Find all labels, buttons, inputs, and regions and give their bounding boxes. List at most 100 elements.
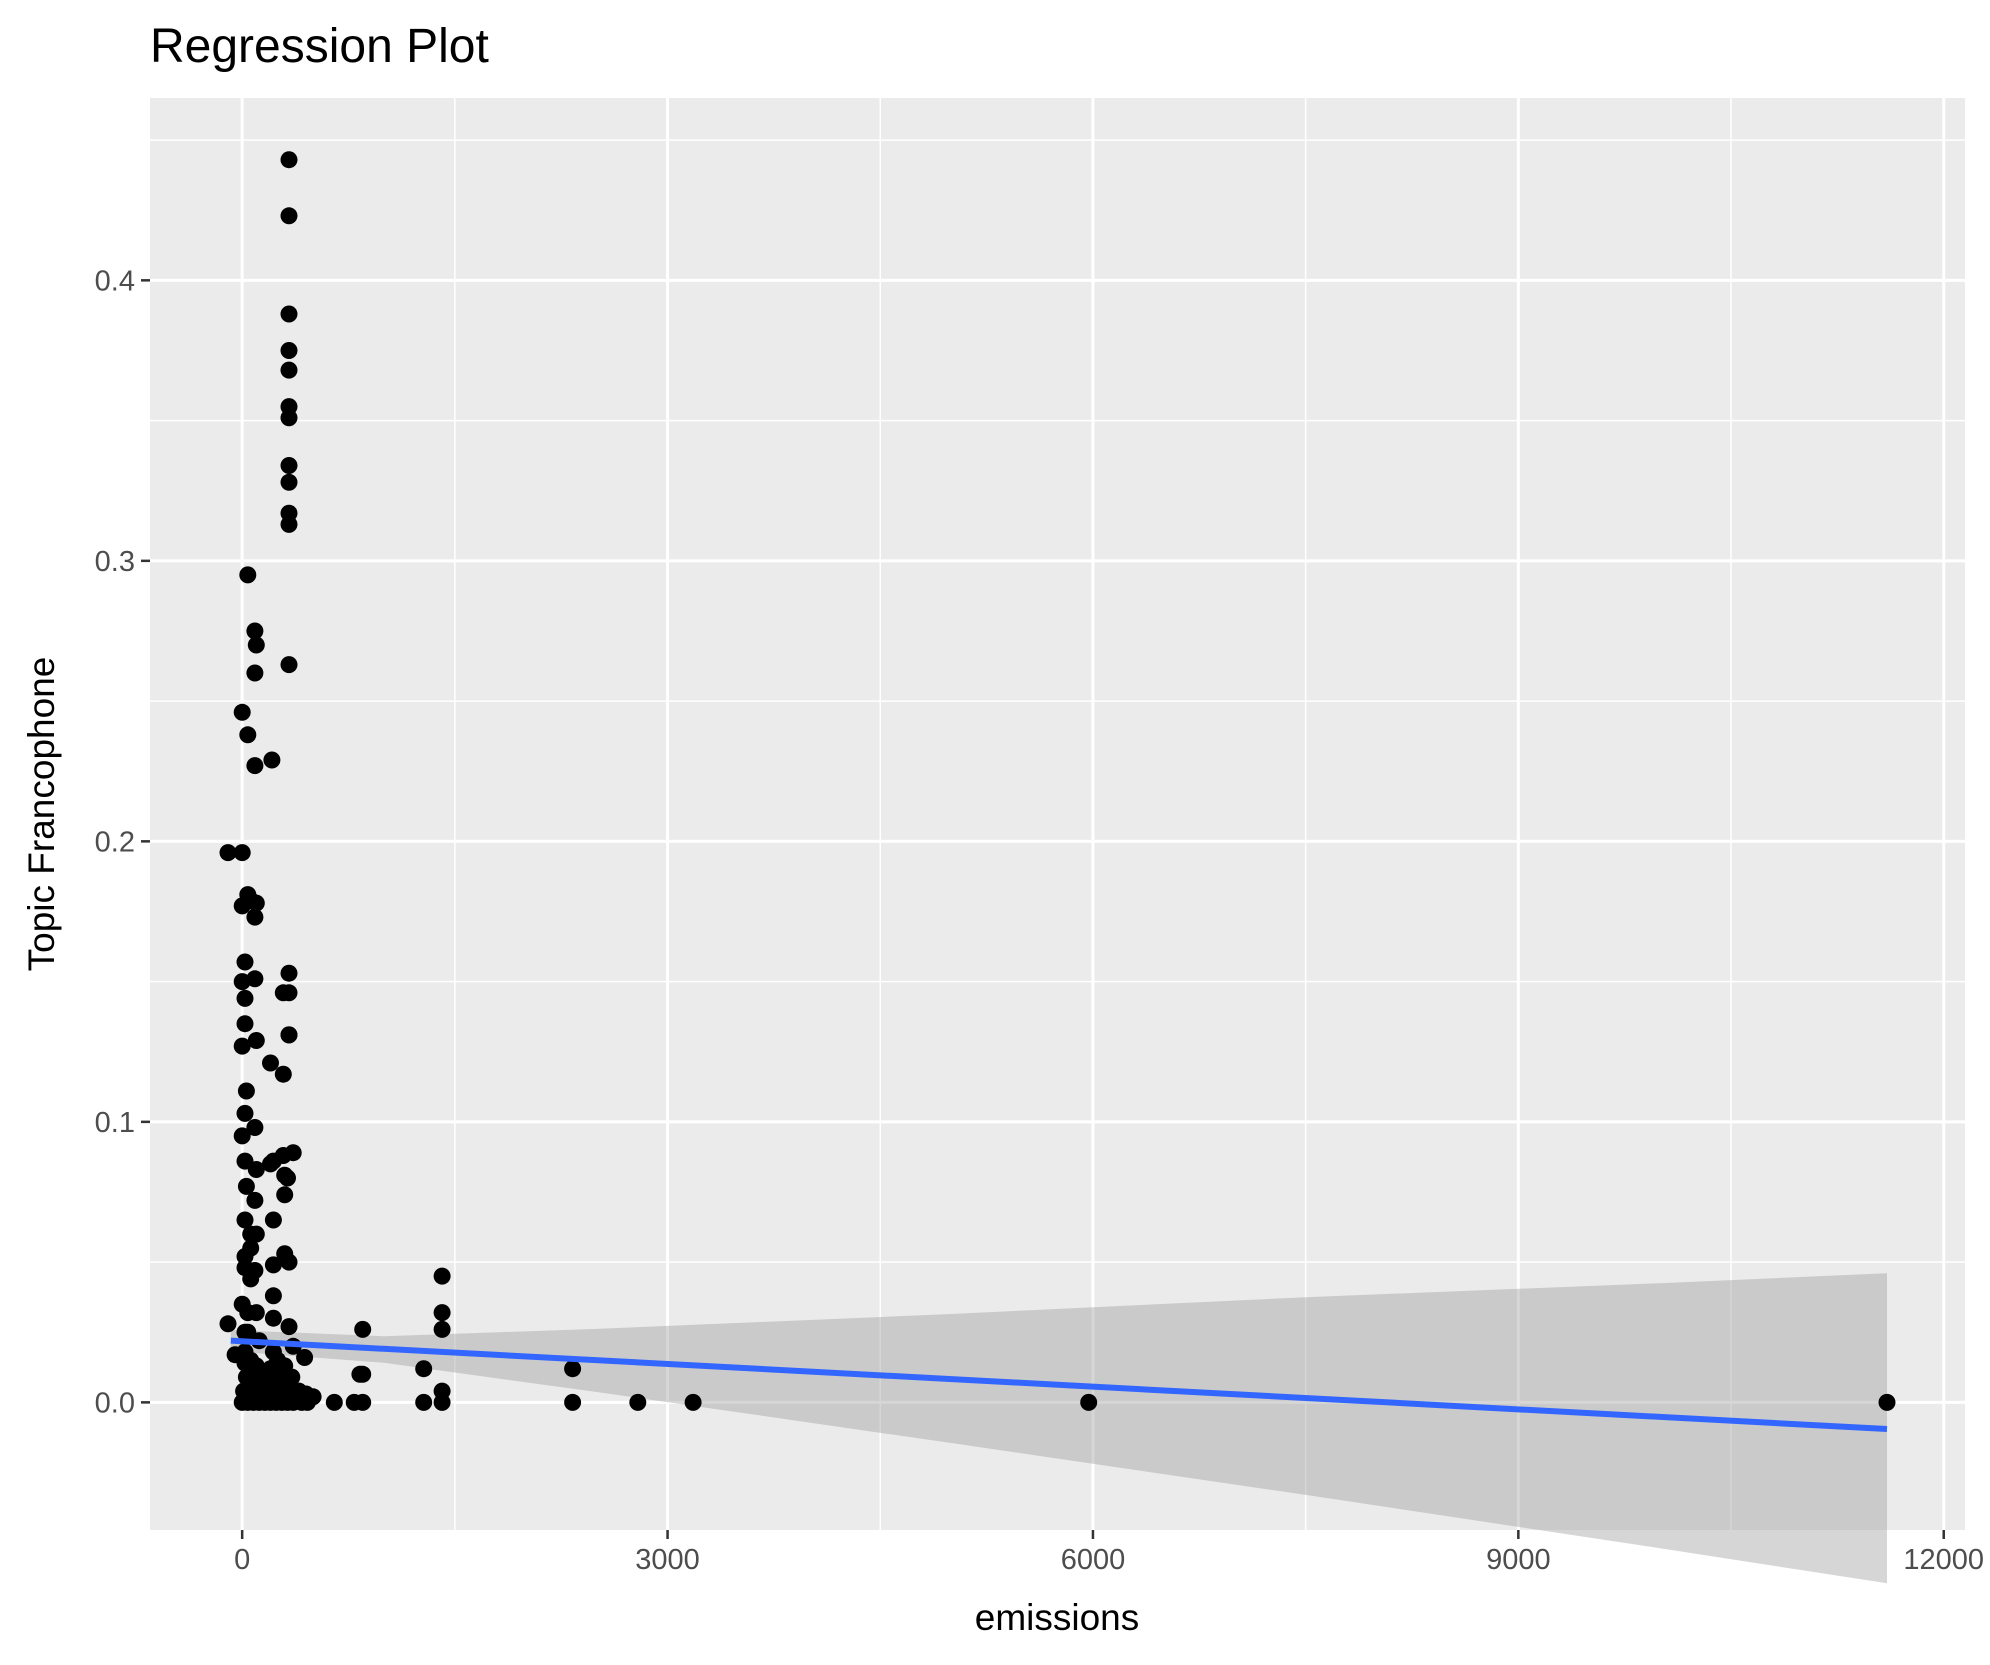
data-point — [354, 1393, 372, 1411]
data-point — [415, 1393, 433, 1411]
data-point — [219, 844, 237, 862]
data-point — [237, 1082, 255, 1100]
data-point — [236, 1104, 254, 1122]
data-point — [280, 409, 298, 427]
data-point — [219, 1315, 237, 1333]
data-point — [246, 664, 264, 682]
data-point — [280, 656, 298, 674]
data-point — [415, 1360, 433, 1378]
data-point — [246, 1191, 264, 1209]
x-tick-label: 9000 — [1486, 1544, 1551, 1576]
data-point — [247, 1032, 265, 1049]
y-tick-label: 0.0 — [95, 1387, 135, 1419]
data-point — [247, 1304, 265, 1322]
data-point — [246, 970, 264, 988]
data-point — [274, 984, 292, 1002]
y-tick-label: 0.1 — [95, 1107, 135, 1139]
data-point — [280, 207, 298, 225]
y-axis-title: Topic Francophone — [21, 657, 62, 972]
grid-major — [150, 98, 1965, 1530]
data-point — [629, 1393, 647, 1411]
data-point — [233, 897, 251, 915]
data-point — [564, 1393, 582, 1411]
grid-minor — [150, 98, 1965, 1530]
data-point — [262, 1054, 279, 1072]
data-point — [283, 1368, 301, 1386]
plot-title: Regression Plot — [150, 20, 489, 73]
data-point — [274, 1065, 292, 1083]
data-point — [236, 953, 254, 971]
data-point — [242, 1270, 260, 1288]
data-point — [247, 1225, 265, 1243]
data-point — [247, 636, 265, 654]
data-point — [246, 622, 264, 640]
data-point — [354, 1320, 372, 1338]
data-point — [239, 566, 257, 584]
data-point — [280, 457, 298, 474]
regression-line-layer — [230, 1337, 1888, 1433]
data-point — [246, 757, 264, 775]
data-point — [280, 1026, 298, 1044]
data-point — [280, 305, 298, 323]
data-point — [233, 844, 251, 862]
data-point — [236, 1211, 254, 1229]
y-axis-ticks: 0.0 0.1 0.2 0.3 0.4 — [95, 265, 150, 1419]
x-tick-label: 3000 — [635, 1544, 700, 1576]
confidence-band — [230, 1273, 1887, 1584]
data-point — [237, 1177, 255, 1195]
data-point — [287, 1391, 305, 1409]
data-point — [284, 1144, 302, 1162]
data-point — [280, 964, 298, 982]
data-point — [433, 1393, 451, 1411]
x-axis-title: emissions — [975, 1597, 1140, 1638]
data-point — [236, 1015, 254, 1033]
data-point — [253, 1365, 271, 1383]
data-point — [296, 1349, 314, 1366]
data-point — [239, 726, 257, 744]
data-point — [233, 1127, 251, 1145]
x-axis-ticks: 0 3000 6000 9000 12000 — [234, 1530, 1984, 1576]
data-point — [280, 151, 298, 169]
data-point — [354, 1365, 372, 1383]
data-point — [280, 473, 298, 491]
data-point — [280, 361, 298, 379]
data-point — [236, 989, 254, 1007]
data-point — [264, 1309, 282, 1327]
data-point — [233, 1037, 251, 1055]
data-point — [233, 703, 251, 721]
data-point — [264, 1211, 282, 1229]
data-point — [246, 1119, 264, 1136]
data-point — [1080, 1393, 1098, 1411]
data-point — [279, 1169, 296, 1187]
data-point — [247, 1161, 265, 1178]
confidence-band-layer — [230, 1273, 1887, 1584]
data-point — [276, 1186, 294, 1204]
regression-line — [230, 1337, 1888, 1433]
data-point — [247, 894, 265, 912]
data-point — [684, 1393, 702, 1411]
y-tick-label: 0.3 — [95, 546, 135, 578]
y-tick-label: 0.2 — [95, 826, 135, 858]
data-point — [1878, 1393, 1896, 1411]
data-point — [433, 1267, 451, 1285]
data-point — [246, 908, 264, 926]
data-point — [564, 1360, 582, 1378]
panel-background — [150, 98, 1965, 1530]
data-point — [264, 1287, 282, 1305]
data-point — [264, 1256, 282, 1274]
data-point — [280, 1318, 298, 1336]
data-point — [262, 1155, 279, 1173]
x-tick-label: 12000 — [1903, 1544, 1984, 1576]
data-point — [325, 1393, 343, 1411]
data-point — [280, 515, 298, 533]
data-point — [433, 1304, 451, 1322]
data-point — [269, 1377, 287, 1394]
data-point — [280, 1253, 298, 1271]
points-layer — [219, 151, 1896, 1411]
x-tick-label: 0 — [234, 1544, 250, 1576]
data-point — [242, 1239, 260, 1257]
data-point — [263, 751, 281, 769]
x-tick-label: 6000 — [1061, 1544, 1126, 1576]
